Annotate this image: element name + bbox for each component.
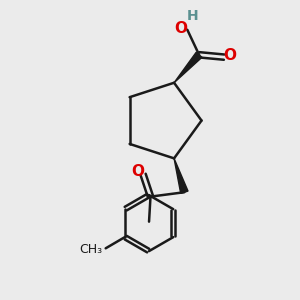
Text: O: O (131, 164, 144, 178)
Text: H: H (187, 9, 198, 22)
Text: O: O (223, 48, 236, 63)
Text: CH₃: CH₃ (80, 243, 103, 256)
Polygon shape (174, 158, 188, 193)
Text: O: O (174, 21, 187, 36)
Polygon shape (174, 52, 202, 83)
